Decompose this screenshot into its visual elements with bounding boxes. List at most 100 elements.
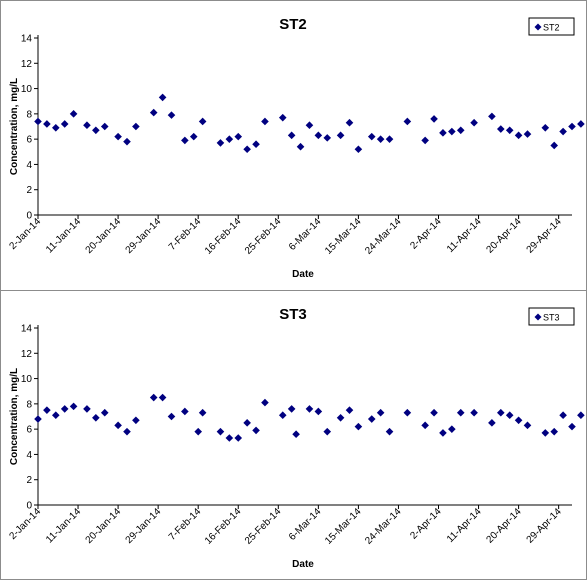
data-point [367, 415, 376, 423]
x-tick-label: 20-Jan-14 [84, 506, 124, 546]
x-tick-label: 25-Feb-14 [243, 506, 284, 547]
y-tick-label: 10 [21, 84, 33, 95]
chart-st2: ST2 ST2 0 2 4 6 8 10 12 14 2-Jan-14 11-Jan-14 20-Jan… [7, 16, 585, 280]
data-point [314, 407, 323, 416]
data-point [60, 120, 69, 128]
data-point [448, 425, 456, 433]
x-tick-label: 7-Feb-14 [167, 216, 204, 253]
data-point [497, 408, 505, 417]
data-point [354, 145, 363, 154]
y-tick-label: 2 [26, 475, 32, 486]
x-tick-label: 2-Jan-14 [7, 216, 43, 252]
data-point [488, 419, 496, 427]
data-point [123, 137, 131, 146]
data-point [149, 393, 158, 402]
legend-box [528, 17, 575, 36]
x-tick-label: 15-Mar-14 [323, 216, 364, 257]
y-tick-label: 14 [21, 34, 33, 45]
data-point [278, 113, 287, 122]
data-point [559, 411, 567, 420]
y-tick-label: 8 [26, 109, 32, 120]
data-point [505, 411, 514, 420]
y-axis-title: Concentration, mg/L [9, 78, 20, 175]
x-tick-label: 29-Apr-14 [525, 506, 565, 546]
x-tick-label: 16-Feb-14 [203, 216, 244, 257]
legend-marker [534, 313, 542, 321]
data-point [523, 130, 532, 138]
y-tick-label: 12 [21, 59, 33, 70]
data-point [550, 141, 558, 150]
data-point [421, 421, 429, 430]
data-point [305, 121, 314, 130]
data-point [132, 416, 140, 425]
x-tick-label: 15-Mar-14 [323, 506, 364, 547]
data-point [252, 140, 260, 148]
data-point [92, 413, 100, 422]
data-point [470, 118, 478, 127]
data-point [421, 136, 429, 145]
data-point [158, 93, 167, 102]
data-point [167, 111, 176, 119]
data-point [52, 123, 60, 132]
data-point [577, 120, 585, 128]
x-tick-label: 29-Jan-14 [124, 506, 164, 546]
data-point [287, 405, 296, 413]
data-point [52, 411, 60, 420]
data-point [292, 430, 300, 438]
data-point [456, 126, 465, 135]
data-point [43, 120, 51, 128]
data-point [278, 411, 287, 420]
data-point [198, 408, 207, 417]
data-point [323, 134, 332, 142]
data-point [514, 131, 523, 140]
data-point [69, 110, 78, 118]
data-point [296, 142, 305, 151]
data-point [252, 426, 260, 435]
y-tick-label: 6 [26, 425, 32, 436]
chart-panel-st2: ST2 ST2 0 2 4 6 8 10 12 14 2-Jan-14 11-Jan-14 20-Jan… [1, 1, 586, 289]
data-point [568, 122, 576, 131]
data-point [123, 427, 131, 436]
data-point [114, 421, 122, 430]
legend-marker [534, 23, 542, 31]
x-tick-label: 6-Mar-14 [287, 506, 324, 543]
data-point [149, 108, 158, 117]
x-tick-label: 11-Apr-14 [445, 216, 484, 255]
x-tick-label: 6-Mar-14 [287, 216, 324, 253]
chart-title: ST3 [279, 306, 307, 323]
x-tick-label: 11-Jan-14 [44, 216, 83, 255]
data-point [100, 122, 109, 131]
data-point [470, 408, 478, 417]
x-tick-label: 29-Jan-14 [124, 216, 164, 256]
x-tick-label: 25-Feb-14 [243, 216, 284, 257]
data-point [234, 434, 243, 442]
x-tick-label: 24-Mar-14 [363, 506, 404, 547]
y-tick-label: 2 [26, 185, 32, 196]
data-point [225, 434, 234, 442]
data-point [336, 131, 345, 140]
series-st2 [34, 93, 585, 154]
x-tick-label: 24-Mar-14 [363, 216, 404, 257]
y-tick-label: 4 [26, 160, 32, 171]
data-point [456, 408, 465, 417]
data-point [367, 132, 376, 141]
data-point [34, 415, 42, 423]
y-tick-label: 0 [26, 501, 32, 512]
data-point [439, 129, 447, 137]
data-point [287, 131, 296, 140]
legend: ST2 [528, 17, 575, 36]
data-point [167, 412, 176, 421]
data-point [132, 122, 140, 131]
x-tick-label: 2-Apr-14 [408, 506, 444, 542]
y-tick-label: 10 [21, 374, 33, 385]
data-point [336, 413, 345, 422]
data-point [83, 121, 91, 130]
data-point [550, 427, 558, 436]
data-point [216, 139, 225, 147]
x-tick-label: 16-Feb-14 [203, 506, 244, 547]
data-point [261, 117, 269, 126]
chart-title: ST2 [279, 16, 307, 33]
legend-label: ST2 [543, 23, 560, 33]
data-point [354, 422, 363, 431]
legend-box [528, 307, 575, 326]
